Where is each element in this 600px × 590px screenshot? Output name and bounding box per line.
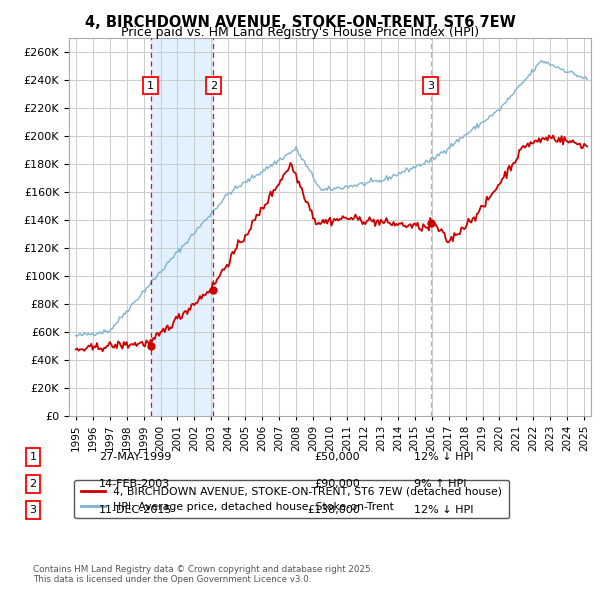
Text: 9% ↑ HPI: 9% ↑ HPI [414,479,467,489]
Text: Price paid vs. HM Land Registry's House Price Index (HPI): Price paid vs. HM Land Registry's House … [121,26,479,39]
Text: 2: 2 [29,479,37,489]
Text: 27-MAY-1999: 27-MAY-1999 [99,453,172,462]
Text: 2: 2 [210,81,217,90]
Text: 12% ↓ HPI: 12% ↓ HPI [414,506,473,515]
Text: 4, BIRCHDOWN AVENUE, STOKE-ON-TRENT, ST6 7EW: 4, BIRCHDOWN AVENUE, STOKE-ON-TRENT, ST6… [85,15,515,30]
Text: 1: 1 [29,453,37,462]
Text: 14-FEB-2003: 14-FEB-2003 [99,479,170,489]
Text: £90,000: £90,000 [314,479,360,489]
Text: 12% ↓ HPI: 12% ↓ HPI [414,453,473,462]
Legend: 4, BIRCHDOWN AVENUE, STOKE-ON-TRENT, ST6 7EW (detached house), HPI: Average pric: 4, BIRCHDOWN AVENUE, STOKE-ON-TRENT, ST6… [74,480,509,518]
Text: 3: 3 [29,506,37,515]
Text: 1: 1 [147,81,154,90]
Text: 3: 3 [427,81,434,90]
Text: £50,000: £50,000 [314,453,360,462]
Text: 11-DEC-2015: 11-DEC-2015 [99,506,172,515]
Text: Contains HM Land Registry data © Crown copyright and database right 2025.
This d: Contains HM Land Registry data © Crown c… [33,565,373,584]
Text: £138,000: £138,000 [307,506,360,515]
Bar [151,38,214,416]
